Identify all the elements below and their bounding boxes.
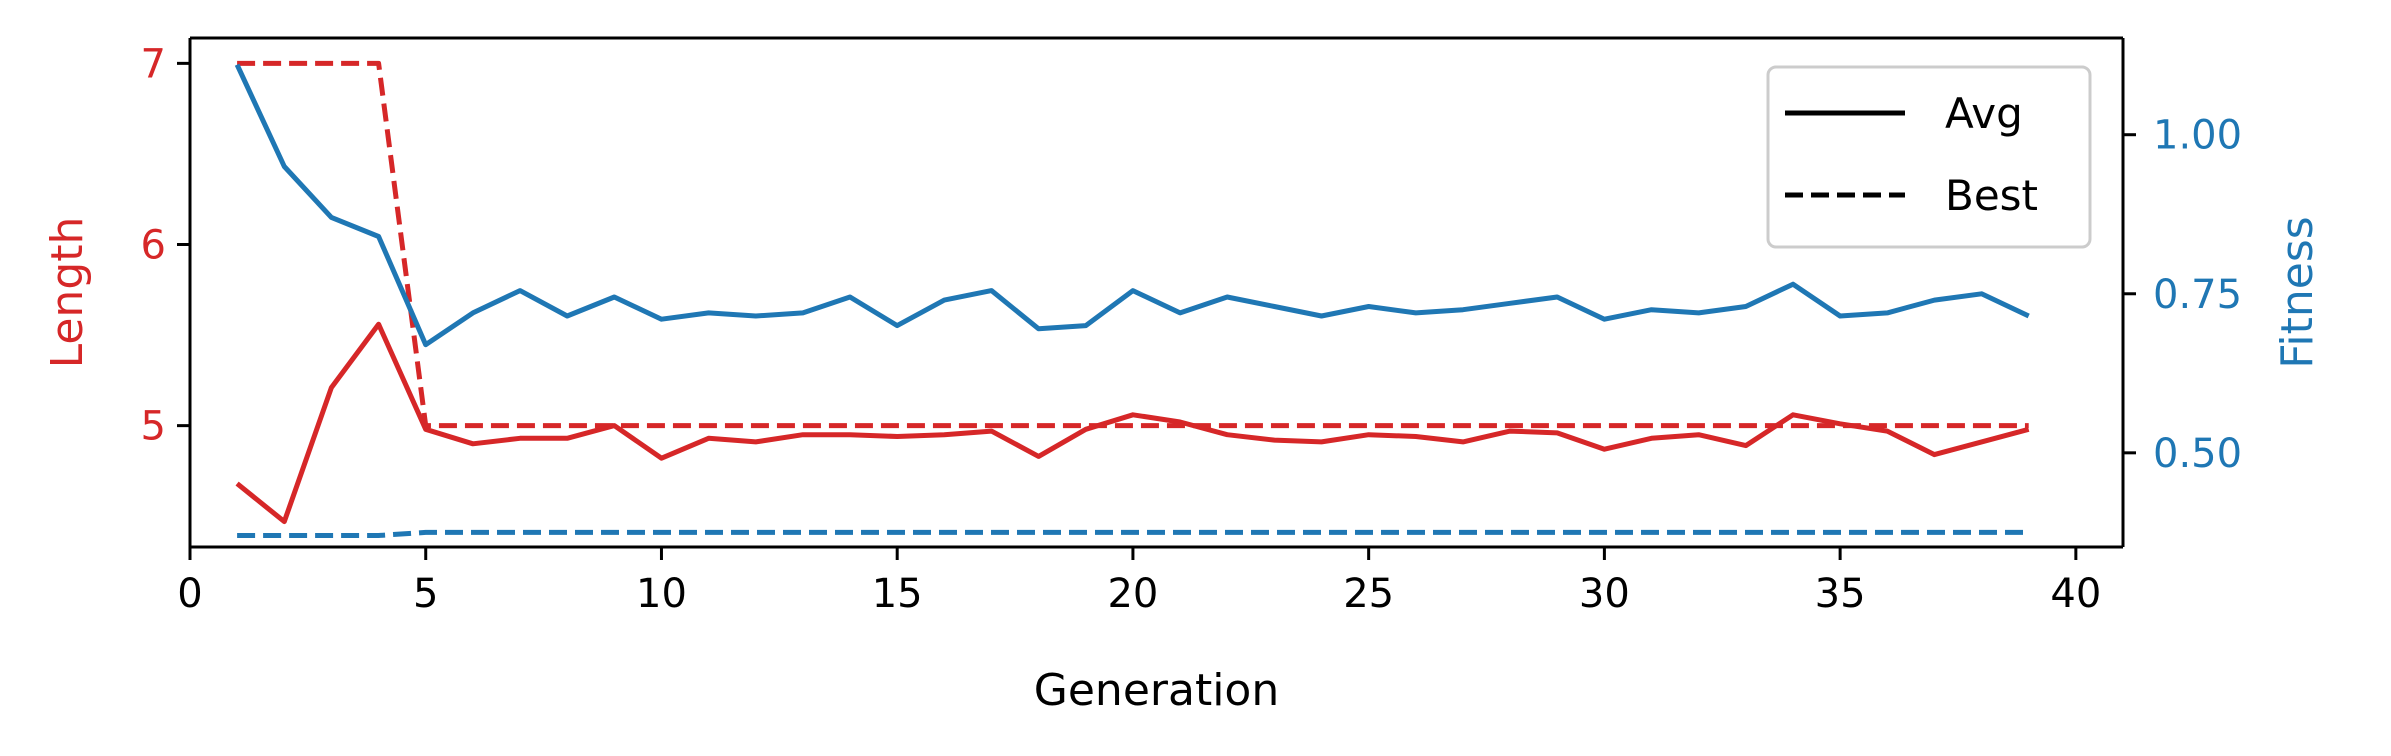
y-left-tick-label: 6	[141, 222, 166, 268]
x-tick-label: 30	[1579, 571, 1630, 617]
x-tick-label: 15	[872, 571, 923, 617]
x-tick-label: 20	[1107, 571, 1158, 617]
x-tick-label: 40	[2050, 571, 2101, 617]
fitness-best-line	[237, 529, 2029, 538]
x-tick-label: 35	[1815, 571, 1866, 617]
legend-avg-label: Avg	[1945, 89, 2023, 138]
y-left-tick-label: 7	[141, 41, 166, 87]
fitness-avg-line	[234, 63, 2030, 348]
y-left-tick-label: 5	[141, 404, 166, 450]
legend: Avg Best	[1766, 65, 2092, 249]
ticks-layer: 0 5 10 15 20 25 30 35 40 5 6 7 0.50 0.75 1.00	[141, 41, 2243, 617]
legend-box	[1766, 65, 2092, 249]
x-tick-label: 10	[636, 571, 687, 617]
x-tick-label: 25	[1343, 571, 1394, 617]
y-right-tick-label: 0.50	[2153, 431, 2242, 477]
y-axis-left-label: Length	[42, 217, 93, 369]
length-best-line	[237, 60, 2029, 429]
legend-best-label: Best	[1945, 171, 2038, 220]
x-tick-label: 5	[413, 571, 438, 617]
length-avg-line	[235, 321, 2030, 525]
x-tick-label: 0	[177, 571, 202, 617]
series-layer	[234, 60, 2030, 538]
y-right-tick-label: 0.75	[2153, 272, 2242, 318]
y-axis-right-label: Fitness	[2272, 216, 2323, 368]
y-right-tick-label: 1.00	[2153, 113, 2242, 159]
x-axis-label: Generation	[1034, 665, 1279, 716]
